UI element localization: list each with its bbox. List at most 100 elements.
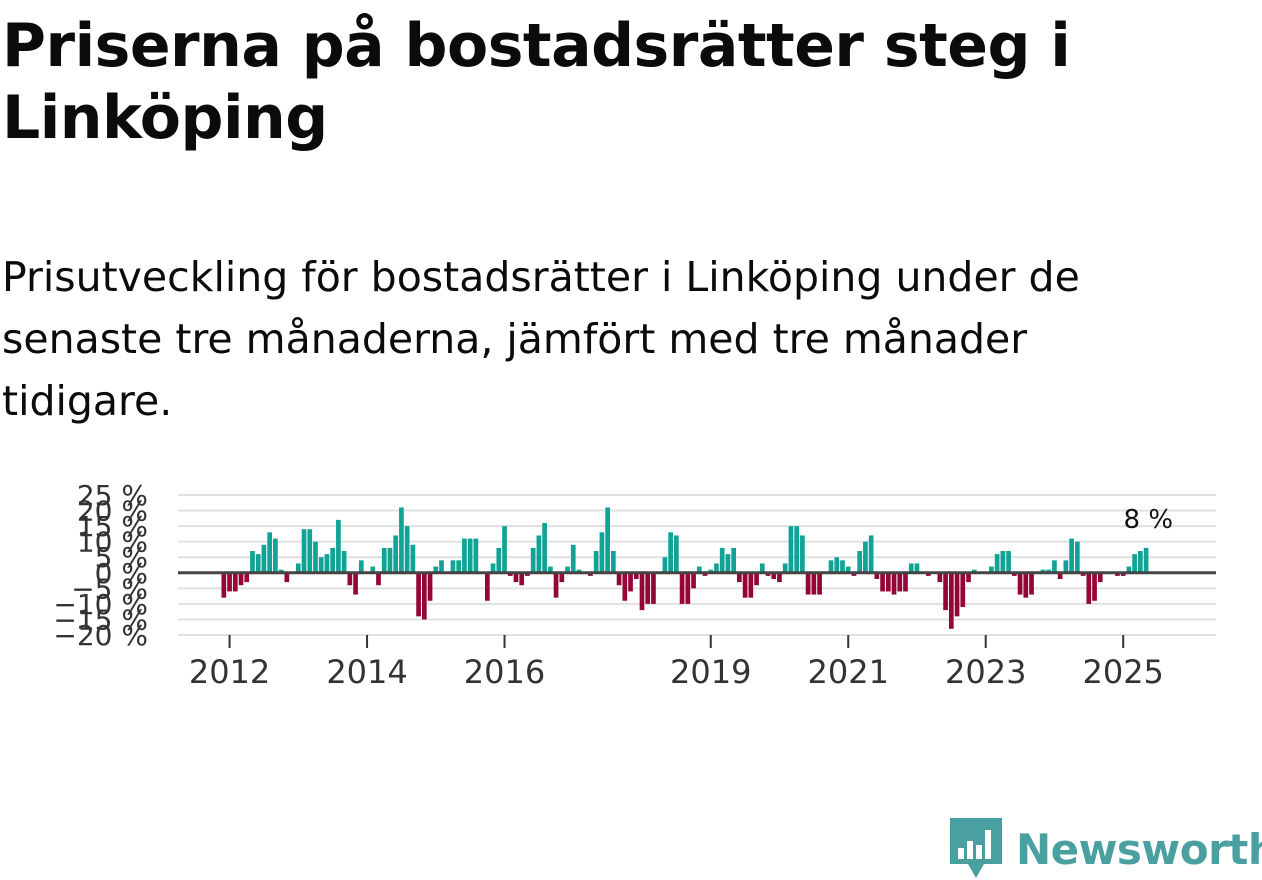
bar	[645, 572, 651, 604]
bar	[817, 572, 822, 595]
bar	[1138, 551, 1143, 573]
bar	[358, 560, 364, 573]
bar	[313, 541, 318, 573]
bar	[989, 566, 994, 573]
y-tick-label: 20 %	[77, 495, 148, 528]
brand: Newsworthy	[950, 818, 1262, 880]
bar	[782, 563, 788, 573]
bar	[295, 563, 301, 573]
last-value-label: 8 %	[1124, 505, 1174, 535]
bar	[439, 560, 444, 573]
bar	[828, 560, 834, 573]
bar	[994, 554, 1000, 573]
bar	[622, 572, 628, 601]
bar	[519, 572, 525, 586]
bar	[404, 526, 410, 573]
bar	[771, 572, 777, 579]
x-tick-label: 2021	[808, 653, 889, 691]
bar	[376, 572, 381, 586]
bar	[880, 572, 885, 592]
bar	[937, 572, 943, 583]
x-tick-label: 2012	[189, 653, 270, 691]
bar	[805, 572, 811, 595]
bar	[553, 572, 559, 598]
y-tick-label: 15 %	[77, 510, 148, 543]
bar	[387, 547, 393, 573]
y-tick-label: 5 %	[95, 541, 148, 574]
y-tick-label: −10 %	[53, 588, 148, 621]
bar	[748, 572, 754, 598]
bar	[788, 526, 794, 573]
bar	[811, 572, 817, 595]
gridlines	[178, 494, 1216, 636]
bar	[416, 572, 421, 617]
x-tick-label: 2025	[1082, 653, 1163, 691]
bar	[696, 566, 702, 573]
bar	[542, 523, 547, 573]
bar	[840, 560, 845, 573]
bar	[754, 572, 759, 586]
bar	[737, 572, 742, 583]
bar	[616, 572, 622, 586]
y-tick-label: −15 %	[53, 603, 148, 636]
bar	[250, 551, 255, 573]
bar	[1097, 572, 1103, 583]
bar	[966, 572, 971, 583]
bar	[1057, 572, 1063, 579]
bar	[347, 572, 353, 586]
bar	[926, 572, 931, 576]
bar	[943, 572, 948, 611]
bar	[857, 551, 863, 573]
bar	[593, 551, 599, 573]
bar	[559, 572, 565, 583]
bar	[908, 563, 914, 573]
bar	[1046, 569, 1052, 573]
bar	[863, 541, 868, 573]
bar	[507, 572, 513, 576]
bar	[427, 572, 433, 601]
bar	[702, 572, 708, 576]
bar	[502, 526, 507, 573]
bar	[462, 538, 467, 573]
bar	[530, 547, 536, 573]
x-tick-label: 2019	[670, 653, 751, 691]
bar	[370, 566, 376, 573]
bar	[473, 538, 479, 573]
bar	[221, 572, 227, 598]
chart-title: Priserna på bostadsrätter steg i Linköpi…	[2, 11, 1071, 153]
bar	[1086, 572, 1092, 604]
bar	[301, 529, 307, 573]
bar	[1080, 572, 1086, 576]
bar	[674, 535, 679, 573]
bar	[891, 572, 897, 595]
bar	[278, 569, 284, 573]
bar	[588, 572, 593, 576]
bar	[794, 526, 800, 573]
bar	[605, 507, 610, 573]
bar	[662, 557, 668, 573]
y-axis: −20 %−15 %−10 %−5 %0 %5 %10 %15 %20 %25 …	[53, 479, 148, 652]
bar	[633, 572, 639, 579]
bar	[1074, 541, 1080, 573]
bar	[307, 529, 313, 573]
bar	[232, 572, 238, 592]
x-tick-label: 2023	[945, 653, 1026, 691]
bar	[1023, 572, 1029, 598]
bar	[284, 572, 290, 583]
bar	[238, 572, 244, 586]
bar	[1143, 547, 1149, 573]
bar	[800, 535, 805, 573]
bar	[1052, 560, 1057, 573]
bar	[971, 569, 977, 573]
bar	[244, 572, 250, 583]
bar	[336, 519, 341, 573]
bar	[599, 532, 605, 573]
bar	[324, 554, 330, 573]
bar	[845, 566, 851, 573]
bar	[393, 535, 399, 573]
bar	[525, 572, 530, 576]
bar	[914, 563, 920, 573]
bar	[1115, 572, 1120, 576]
bar	[685, 572, 691, 604]
bar	[1063, 560, 1069, 573]
